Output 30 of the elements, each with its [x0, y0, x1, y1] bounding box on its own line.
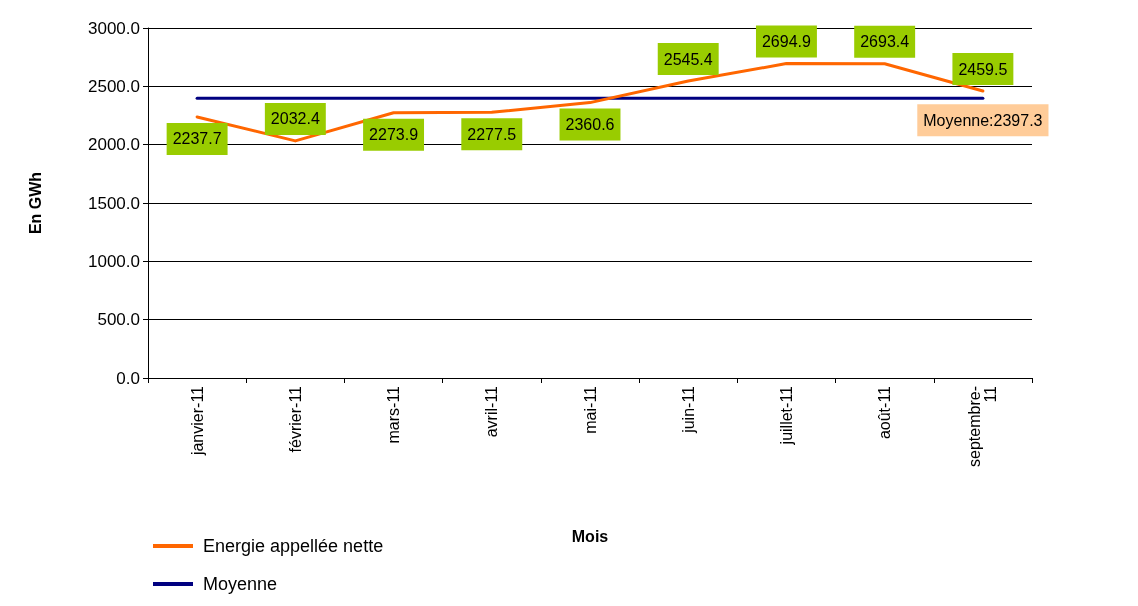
x-tick-label: mars-11 — [385, 385, 403, 444]
data-label: 2360.6 — [565, 116, 615, 134]
data-label: 2273.9 — [369, 126, 419, 144]
data-label: 2694.9 — [761, 33, 812, 51]
y-tick-label: 1000.0 — [88, 251, 140, 271]
data-label: 2032.4 — [270, 110, 320, 128]
y-axis-title: En GWh — [26, 171, 44, 235]
y-tick-label: 500.0 — [97, 310, 140, 330]
x-tick-label: juillet-11 — [777, 385, 795, 446]
y-tick-label: 2500.0 — [88, 76, 140, 96]
data-label: 2545.4 — [663, 50, 713, 68]
x-tick-label: janvier-11 — [188, 385, 206, 457]
y-tick-label: 3000.0 — [88, 18, 140, 38]
y-tick-label: 2000.0 — [88, 135, 140, 155]
y-tick-label: 0.0 — [116, 368, 140, 388]
data-label: 2237.7 — [172, 130, 222, 148]
data-label: 2277.5 — [467, 125, 517, 143]
y-tick-label: 1500.0 — [88, 193, 140, 213]
legend-label: Moyenne — [203, 574, 278, 594]
x-tick-label: juin-11 — [679, 385, 697, 434]
x-tick-label: février-11 — [286, 385, 304, 453]
x-tick-label: septembre-11 — [966, 385, 1000, 467]
legend-label: Energie appellée nette — [203, 536, 384, 556]
x-tick-label: mai-11 — [581, 385, 599, 434]
x-tick-label: avril-11 — [483, 385, 501, 438]
x-tick-label: août-11 — [876, 385, 894, 440]
data-label: Moyenne:2397.3 — [923, 111, 1043, 129]
data-label: 2693.4 — [860, 33, 910, 51]
x-axis-title: Mois — [571, 527, 609, 545]
data-label: 2459.5 — [958, 60, 1008, 78]
